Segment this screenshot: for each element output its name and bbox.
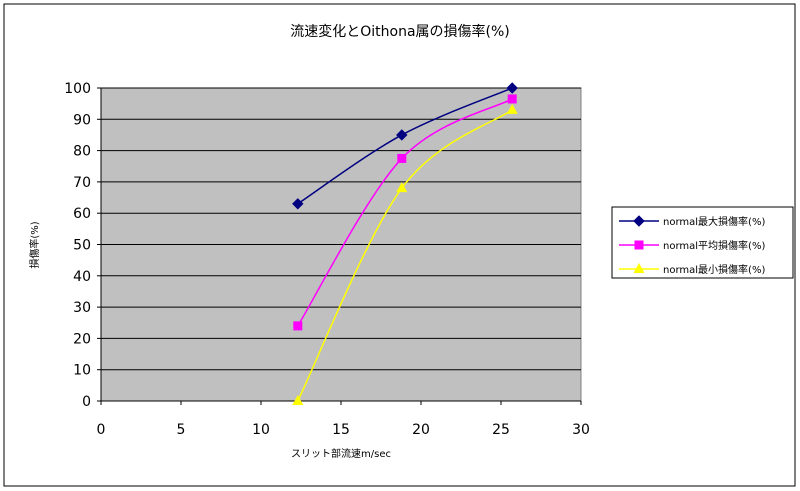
- series-group: [292, 82, 518, 405]
- x-tick-label: 15: [332, 422, 350, 438]
- data-point: [293, 321, 303, 331]
- data-point: [292, 198, 304, 210]
- legend-marker: [633, 215, 645, 227]
- legend-label: normal最大損傷率(%): [663, 215, 765, 228]
- legend-label: normal平均損傷率(%): [663, 239, 765, 252]
- legend-label: normal最小損傷率(%): [663, 263, 765, 276]
- y-tick-label: 10: [73, 363, 91, 379]
- data-point: [396, 129, 408, 141]
- data-point: [396, 182, 408, 193]
- legend: normal最大損傷率(%) normal平均損傷率(%) normal最小損傷率(…: [611, 206, 794, 279]
- data-point: [292, 395, 304, 405]
- y-tick-label: 40: [73, 269, 91, 285]
- x-tick-label: 0: [97, 422, 106, 438]
- y-tick-label: 80: [73, 144, 91, 160]
- chart-title: 流速変化とOithona属の損傷率(%): [290, 23, 510, 40]
- series-2: [293, 94, 517, 331]
- legend-item: normal最小損傷率(%): [619, 263, 765, 276]
- y-tick-label: 0: [82, 394, 91, 410]
- x-tick-label: 25: [492, 422, 510, 438]
- x-tick-label: 20: [412, 422, 430, 438]
- legend-item: normal最大損傷率(%): [619, 215, 765, 228]
- series-line: [297, 109, 513, 402]
- x-tick-label: 5: [177, 422, 186, 438]
- y-tick-label: 70: [73, 175, 91, 191]
- x-tick-label: 10: [252, 422, 270, 438]
- legend-marker: [633, 263, 645, 273]
- legend-marker: [634, 240, 644, 250]
- data-point: [506, 103, 518, 114]
- y-tick-label: 20: [73, 331, 91, 347]
- data-point: [507, 94, 517, 104]
- y-tick-label: 50: [73, 238, 91, 254]
- legend-item: normal平均損傷率(%): [619, 239, 765, 252]
- series-1: [292, 82, 518, 210]
- tick-labels: 0 10 20 30 40 50 60 70 80 90 100 0 5 10 15 20 25 30: [64, 81, 590, 438]
- y-tick-label: 100: [64, 81, 91, 97]
- x-tick-label: 30: [572, 422, 590, 438]
- data-point: [397, 153, 407, 163]
- y-tick-label: 60: [73, 206, 91, 222]
- series-3: [292, 103, 518, 405]
- data-point: [506, 82, 518, 94]
- y-tick-label: 90: [73, 112, 91, 128]
- y-tick-label: 30: [73, 300, 91, 316]
- y-axis-title: 損傷率(%): [28, 221, 41, 268]
- gridlines: [97, 87, 582, 405]
- x-axis-title: スリット部流速m/sec: [291, 447, 391, 460]
